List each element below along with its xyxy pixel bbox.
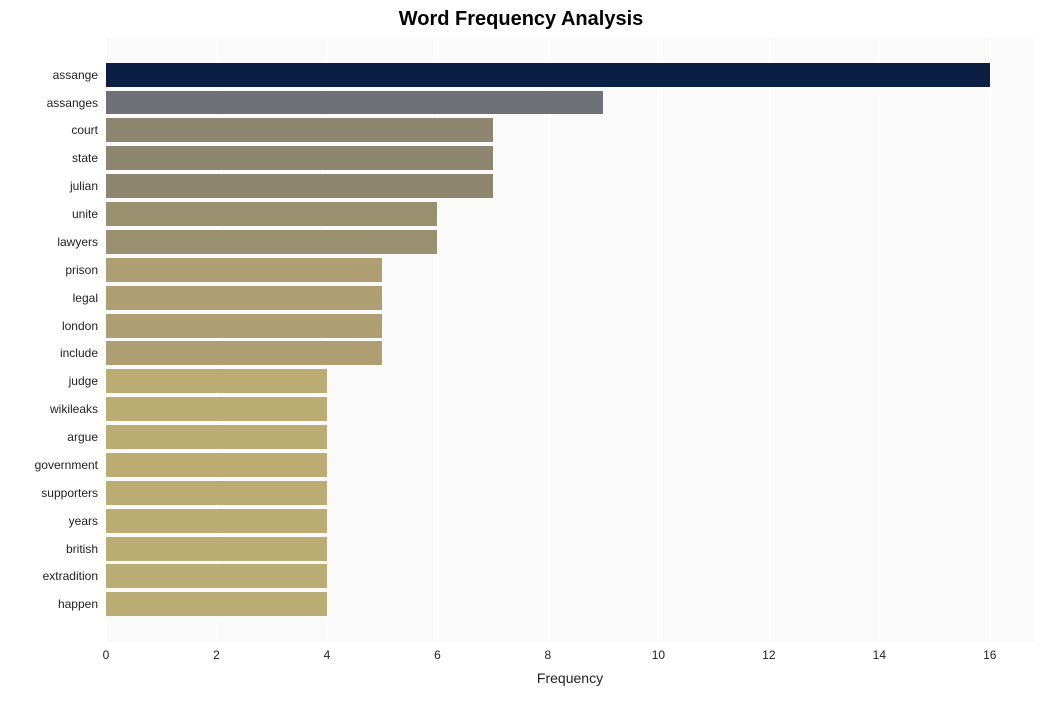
bar: [106, 258, 382, 282]
bar-row: [106, 202, 1034, 226]
bar: [106, 286, 382, 310]
bar: [106, 63, 990, 87]
x-tick-label: 12: [762, 648, 775, 662]
x-tick-label: 6: [434, 648, 441, 662]
bar-row: [106, 63, 1034, 87]
bar: [106, 481, 327, 505]
x-tick-label: 0: [103, 648, 110, 662]
x-tick-label: 16: [983, 648, 996, 662]
bar-row: [106, 453, 1034, 477]
bar: [106, 202, 437, 226]
y-tick-label: supporters: [0, 486, 98, 500]
chart-container: Word Frequency Analysis Frequency 0 2 4 6 8 1…: [0, 0, 1042, 701]
bar: [106, 509, 327, 533]
x-tick-label: 2: [213, 648, 220, 662]
y-tick-label: happen: [0, 597, 98, 611]
bar-row: [106, 258, 1034, 282]
y-tick-label: years: [0, 514, 98, 528]
y-tick-label: argue: [0, 430, 98, 444]
bar-row: [106, 564, 1034, 588]
y-tick-label: unite: [0, 207, 98, 221]
bar-row: [106, 509, 1034, 533]
bar-row: [106, 118, 1034, 142]
x-tick-label: 8: [545, 648, 552, 662]
bar-row: [106, 230, 1034, 254]
bar-row: [106, 369, 1034, 393]
y-tick-label: state: [0, 151, 98, 165]
bar-row: [106, 314, 1034, 338]
bar: [106, 592, 327, 616]
y-tick-label: include: [0, 346, 98, 360]
bar: [106, 146, 493, 170]
y-tick-label: london: [0, 319, 98, 333]
y-tick-label: assange: [0, 68, 98, 82]
bar: [106, 537, 327, 561]
bar-row: [106, 174, 1034, 198]
y-tick-label: prison: [0, 263, 98, 277]
bar-row: [106, 537, 1034, 561]
x-tick-label: 10: [652, 648, 665, 662]
y-tick-label: court: [0, 123, 98, 137]
bar: [106, 341, 382, 365]
y-tick-label: british: [0, 542, 98, 556]
y-tick-label: government: [0, 458, 98, 472]
bar: [106, 118, 493, 142]
bar-row: [106, 397, 1034, 421]
chart-title: Word Frequency Analysis: [0, 8, 1042, 31]
bar: [106, 314, 382, 338]
y-tick-label: extradition: [0, 569, 98, 583]
y-tick-label: lawyers: [0, 235, 98, 249]
bar-row: [106, 425, 1034, 449]
x-axis-label: Frequency: [106, 670, 1034, 686]
y-tick-label: legal: [0, 291, 98, 305]
y-tick-label: julian: [0, 179, 98, 193]
bar-row: [106, 286, 1034, 310]
x-tick-label: 14: [873, 648, 886, 662]
bar: [106, 564, 327, 588]
bar: [106, 174, 493, 198]
bar-row: [106, 146, 1034, 170]
bar-row: [106, 481, 1034, 505]
bar: [106, 91, 603, 115]
y-tick-label: wikileaks: [0, 402, 98, 416]
y-tick-label: judge: [0, 374, 98, 388]
bar: [106, 453, 327, 477]
y-tick-label: assanges: [0, 96, 98, 110]
bar-row: [106, 91, 1034, 115]
bar-row: [106, 592, 1034, 616]
bar: [106, 397, 327, 421]
plot-area: [106, 37, 1034, 642]
bar-row: [106, 341, 1034, 365]
bar: [106, 230, 437, 254]
bar: [106, 425, 327, 449]
bar: [106, 369, 327, 393]
x-tick-label: 4: [324, 648, 331, 662]
